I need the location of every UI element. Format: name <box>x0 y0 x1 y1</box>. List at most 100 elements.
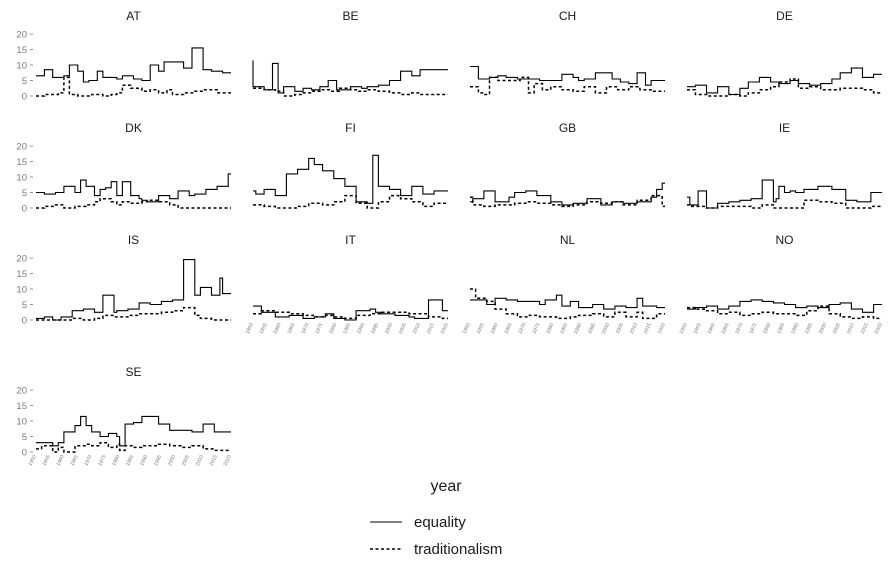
facet-de: DE <box>687 9 882 97</box>
x-tick-label: 2020 <box>223 454 233 467</box>
x-tick-label: 2005 <box>398 322 408 335</box>
series-traditionalism-line <box>36 197 231 209</box>
x-tick-label: 2000 <box>384 322 394 335</box>
x-tick-label: 2015 <box>209 454 219 467</box>
x-tick-label: 2010 <box>846 322 856 335</box>
y-tick-label: 15 <box>16 401 27 412</box>
facet-title: NL <box>560 233 576 247</box>
facet-no: NO 1950 1955 1960 1965 1970 1975 1980 1985 1990 19… <box>679 233 884 335</box>
legend-item-equality: equality <box>370 514 466 531</box>
y-tick-label: 5 <box>22 76 27 87</box>
facet-title: DK <box>125 121 142 135</box>
x-tick-label: 1995 <box>804 322 814 335</box>
x-tick-label: 1965 <box>720 322 730 335</box>
facet-ie: IE <box>687 121 882 209</box>
x-tick-label: 1960 <box>273 322 283 335</box>
x-tick-label: 1985 <box>559 322 569 335</box>
x-tick-label: 1985 <box>776 322 786 335</box>
facet-at: AT 0 5 10 15 20 <box>16 9 231 102</box>
series-traditionalism-line <box>470 76 665 96</box>
facet-title: IT <box>345 233 356 247</box>
x-tick-label: 2000 <box>601 322 611 335</box>
facet-it: IT 1950 1955 1960 1965 1970 1975 1980 1985 1990 19… <box>245 233 450 335</box>
x-tick-label: 1990 <box>573 322 583 335</box>
x-tick-label: 1990 <box>139 454 149 467</box>
facet-nl: NL 1950 1955 1960 1965 1970 1975 1980 1985 1990 19… <box>462 233 667 335</box>
x-tick-label: 1975 <box>748 322 758 335</box>
x-tick-label: 1955 <box>476 322 486 335</box>
x-tick-label: 2005 <box>832 322 842 335</box>
series-equality-line <box>470 294 665 310</box>
facet-fi: FI <box>253 121 448 209</box>
x-tick-label: 1985 <box>342 322 352 335</box>
x-tick-label: 1975 <box>531 322 541 335</box>
series-equality-line <box>36 173 231 203</box>
y-tick-label: 0 <box>22 203 27 214</box>
series-traditionalism-line <box>470 288 665 320</box>
series-equality-line <box>687 67 882 96</box>
x-tick-label: 2020 <box>657 322 667 335</box>
facet-title: FI <box>345 121 356 135</box>
x-tick-label: 1960 <box>490 322 500 335</box>
series-equality-line <box>687 179 882 209</box>
legend-label-equality: equality <box>414 514 466 531</box>
x-tick-label: 1975 <box>314 322 324 335</box>
y-tick-label: 0 <box>22 315 27 326</box>
x-tick-label: 1970 <box>517 322 527 335</box>
series-equality-line <box>36 415 231 447</box>
series-equality-line <box>470 65 665 86</box>
legend-label-traditionalism: traditionalism <box>414 541 502 558</box>
x-tick-label: 1955 <box>42 454 52 467</box>
y-tick-label: 0 <box>22 447 27 458</box>
series-equality-line <box>687 299 882 313</box>
legend-item-traditionalism: traditionalism <box>370 541 502 558</box>
y-tick-label: 20 <box>16 253 27 264</box>
facet-is: IS 0 5 10 15 20 <box>16 233 231 326</box>
x-tick-label: 1990 <box>790 322 800 335</box>
series-traditionalism-line <box>36 441 231 453</box>
x-tick-label: 1995 <box>153 454 163 467</box>
x-tick-label: 2000 <box>167 454 177 467</box>
legend: equality traditionalism <box>370 514 502 558</box>
y-tick-label: 15 <box>16 269 27 280</box>
facet-title: NO <box>776 233 794 247</box>
facet-title: AT <box>126 9 141 23</box>
y-tick-label: 5 <box>22 432 27 443</box>
y-tick-label: 20 <box>16 141 27 152</box>
x-tick-label: 1955 <box>693 322 703 335</box>
x-tick-label: 2005 <box>615 322 625 335</box>
series-traditionalism-line <box>36 76 231 97</box>
x-tick-label: 1980 <box>111 454 121 467</box>
facet-title: CH <box>559 9 576 23</box>
facet-title: IS <box>128 233 139 247</box>
facet-ch: CH <box>470 9 665 96</box>
series-equality-line <box>36 259 231 321</box>
series-traditionalism-line <box>253 309 448 320</box>
y-tick-label: 15 <box>16 45 27 56</box>
y-tick-label: 0 <box>22 91 27 102</box>
x-axis-title: year <box>430 478 462 495</box>
facet-dk: DK 0 5 10 15 20 <box>16 121 231 214</box>
x-tick-label: 1955 <box>259 322 269 335</box>
x-tick-label: 1985 <box>125 454 135 467</box>
facet-be: BE <box>252 9 448 97</box>
y-tick-label: 10 <box>16 172 27 183</box>
x-tick-label: 1970 <box>83 454 93 467</box>
series-traditionalism-line <box>36 306 231 321</box>
x-tick-label: 1950 <box>245 322 255 335</box>
x-tick-label: 2000 <box>818 322 828 335</box>
x-tick-label: 2020 <box>440 322 450 335</box>
x-tick-label: 2010 <box>629 322 639 335</box>
y-tick-label: 20 <box>16 29 27 40</box>
series-equality-line <box>253 299 448 321</box>
x-tick-label: 1960 <box>707 322 717 335</box>
y-tick-label: 15 <box>16 157 27 168</box>
series-traditionalism-line <box>470 194 665 208</box>
y-tick-label: 10 <box>16 284 27 295</box>
x-tick-label: 1980 <box>545 322 555 335</box>
y-tick-label: 5 <box>22 300 27 311</box>
x-tick-label: 1995 <box>370 322 380 335</box>
x-tick-label: 1980 <box>328 322 338 335</box>
x-tick-label: 1970 <box>734 322 744 335</box>
